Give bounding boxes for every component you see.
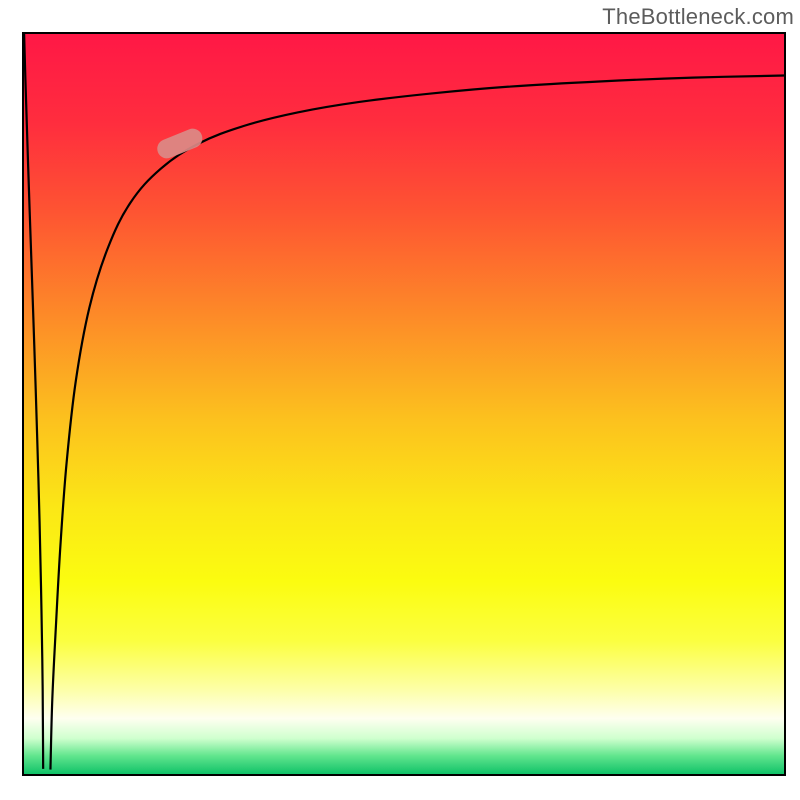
chart-stage: TheBottleneck.com [0, 0, 800, 800]
gradient-fill [24, 34, 784, 774]
plot-svg [0, 0, 800, 800]
